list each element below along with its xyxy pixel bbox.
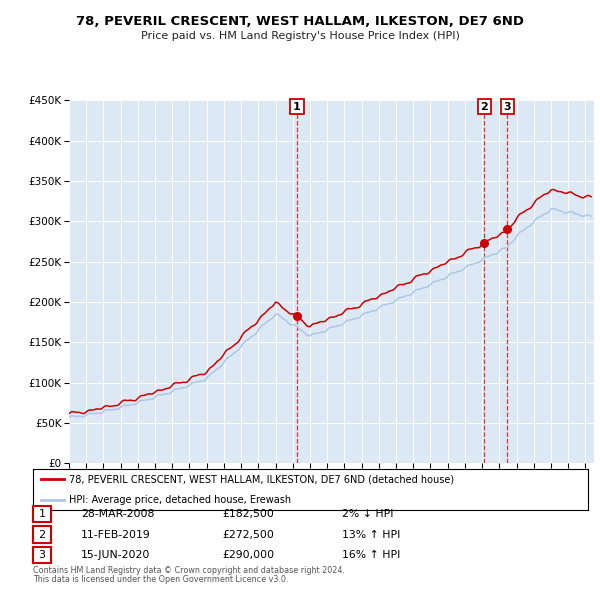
Text: 2% ↓ HPI: 2% ↓ HPI [342,509,394,519]
Text: 78, PEVERIL CRESCENT, WEST HALLAM, ILKESTON, DE7 6ND (detached house): 78, PEVERIL CRESCENT, WEST HALLAM, ILKES… [69,474,454,484]
Text: 3: 3 [503,101,511,112]
Text: 15-JUN-2020: 15-JUN-2020 [81,550,151,560]
Text: Contains HM Land Registry data © Crown copyright and database right 2024.: Contains HM Land Registry data © Crown c… [33,566,345,575]
Text: 78, PEVERIL CRESCENT, WEST HALLAM, ILKESTON, DE7 6ND: 78, PEVERIL CRESCENT, WEST HALLAM, ILKES… [76,15,524,28]
Text: This data is licensed under the Open Government Licence v3.0.: This data is licensed under the Open Gov… [33,575,289,584]
Text: £272,500: £272,500 [222,530,274,539]
Text: 2: 2 [38,530,46,539]
Text: 1: 1 [38,509,46,519]
Text: 11-FEB-2019: 11-FEB-2019 [81,530,151,539]
Text: 13% ↑ HPI: 13% ↑ HPI [342,530,400,539]
Text: Price paid vs. HM Land Registry's House Price Index (HPI): Price paid vs. HM Land Registry's House … [140,31,460,41]
Text: 1: 1 [293,101,301,112]
Text: 2: 2 [481,101,488,112]
Text: £182,500: £182,500 [222,509,274,519]
Text: 3: 3 [38,550,46,560]
Text: HPI: Average price, detached house, Erewash: HPI: Average price, detached house, Erew… [69,495,291,505]
Text: 28-MAR-2008: 28-MAR-2008 [81,509,154,519]
Text: £290,000: £290,000 [222,550,274,560]
Text: 16% ↑ HPI: 16% ↑ HPI [342,550,400,560]
